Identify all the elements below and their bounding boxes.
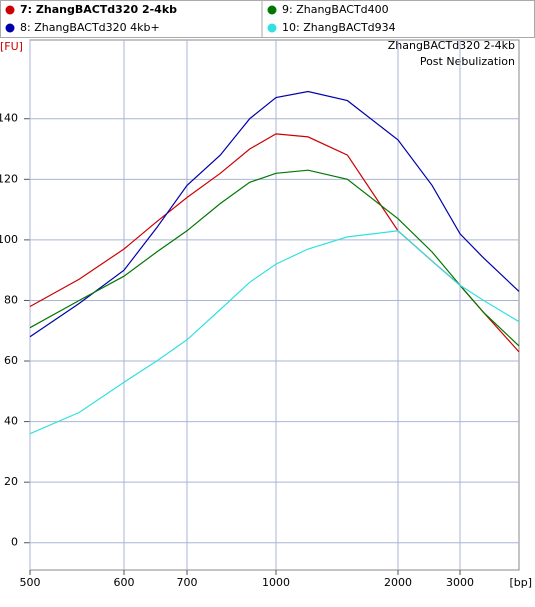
chart-subtitle: Post Nebulization bbox=[420, 55, 515, 68]
series-line bbox=[29, 230, 520, 435]
legend-label: 7: ZhangBACTd320 2-4kb bbox=[20, 3, 177, 16]
x-tick-label: 1000 bbox=[262, 576, 290, 589]
legend-box bbox=[0, 0, 535, 38]
x-tick-label: 3000 bbox=[446, 576, 474, 589]
legend-label: 10: ZhangBACTd934 bbox=[282, 21, 396, 34]
y-tick-label: 60 bbox=[4, 354, 18, 367]
x-tick-label: 600 bbox=[114, 576, 135, 589]
y-tick-label: 100 bbox=[0, 233, 18, 246]
legend-label: 9: ZhangBACTd400 bbox=[282, 3, 389, 16]
y-tick-label: 40 bbox=[4, 415, 18, 428]
series-line bbox=[29, 169, 520, 347]
x-tick-label: 500 bbox=[20, 576, 41, 589]
chart-title: ZhangBACTd320 2-4kb bbox=[388, 39, 515, 52]
y-tick-label: 120 bbox=[0, 172, 18, 185]
legend-marker bbox=[5, 23, 15, 33]
x-axis-label: [bp] bbox=[509, 576, 532, 589]
legend-marker bbox=[5, 5, 15, 15]
y-tick-label: 80 bbox=[4, 293, 18, 306]
y-tick-label: 20 bbox=[4, 475, 18, 488]
x-tick-label: 700 bbox=[177, 576, 198, 589]
x-tick-label: 2000 bbox=[384, 576, 412, 589]
y-axis-label: [FU] bbox=[0, 40, 23, 53]
series-line bbox=[29, 90, 520, 338]
legend-marker bbox=[267, 5, 277, 15]
y-tick-label: 0 bbox=[11, 536, 18, 549]
y-tick-label: 140 bbox=[0, 112, 18, 125]
legend-marker bbox=[267, 23, 277, 33]
plot-area bbox=[29, 39, 520, 571]
legend-label: 8: ZhangBACTd320 4kb+ bbox=[20, 21, 160, 34]
